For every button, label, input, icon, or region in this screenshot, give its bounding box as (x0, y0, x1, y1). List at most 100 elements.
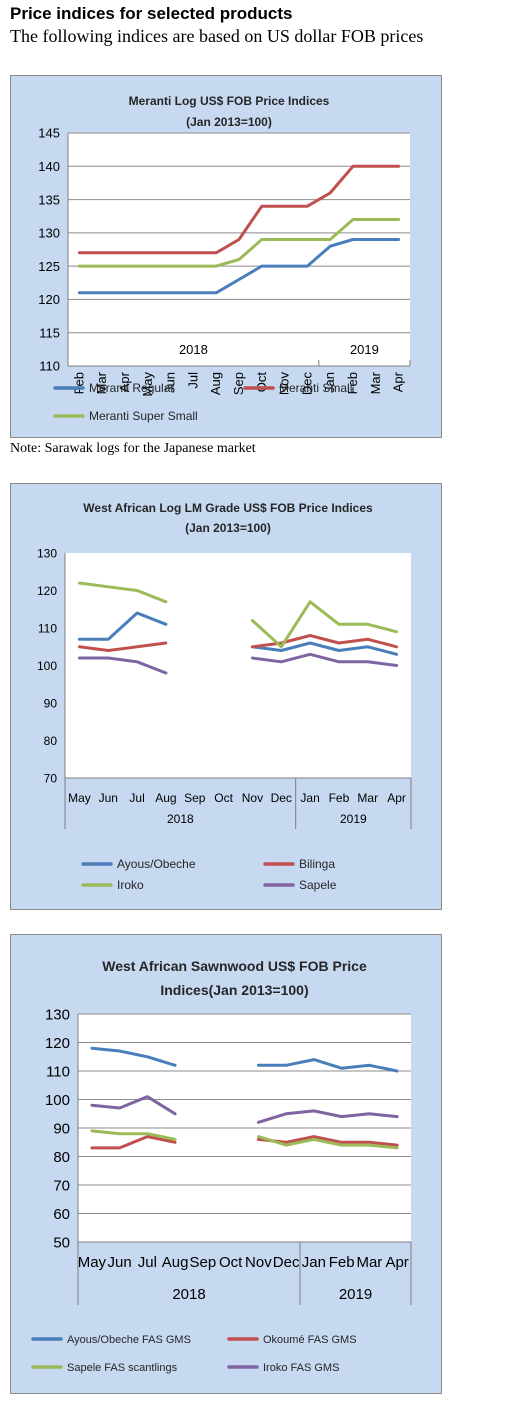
legend-label: Meranti Regular (89, 381, 174, 395)
year-group-label: 2018 (172, 1286, 205, 1303)
x-tick-label: Oct (219, 1254, 243, 1271)
x-tick-label: Dec (271, 791, 292, 805)
y-tick-label: 110 (39, 359, 60, 374)
year-group-label: 2018 (167, 812, 194, 826)
meranti-chart-svg: Meranti Log US$ FOB Price Indices (Jan 20… (38, 94, 411, 423)
page-heading: Price indices for selected products (10, 4, 293, 23)
series-line-sapele (77, 656, 168, 675)
y-tick-label: 70 (53, 1177, 70, 1194)
x-tick-label: Feb (329, 791, 350, 805)
x-tick-label: Mar (357, 791, 378, 805)
legend-label: Sapele FAS scantlings (67, 1362, 178, 1374)
y-tick-label: 120 (45, 1035, 70, 1052)
x-tick-label: Jul (138, 1254, 157, 1271)
series-line-iroko-fas-gms (90, 1095, 177, 1116)
y-tick-label: 100 (45, 1092, 70, 1109)
y-tick-label: 110 (38, 621, 57, 635)
year-group-label: 2019 (340, 812, 367, 826)
chart-title-line: Meranti Log US$ FOB Price Indices (129, 94, 330, 108)
y-tick-label: 130 (38, 226, 60, 241)
y-tick-label: 135 (38, 192, 60, 207)
legend-label: Ayous/Obeche FAS GMS (67, 1334, 191, 1346)
x-tick-label: Dec (299, 372, 314, 396)
x-tick-label: Jan (300, 791, 319, 805)
west-african-sawnwood-chart-svg: West African Sawnwood US$ FOB Price Indic… (31, 958, 412, 1374)
x-tick-label: Aug (208, 372, 223, 395)
legend-label: Bilinga (299, 857, 335, 871)
x-tick-label: Sep (184, 791, 206, 805)
chart-title-line: (Jan 2013=100) (185, 521, 271, 535)
y-tick-label: 60 (53, 1206, 70, 1223)
series-line-iroko (250, 600, 399, 649)
x-tick-label: Mar (356, 1254, 382, 1271)
series-line-meranti-super-small (77, 218, 401, 268)
page-subheading: The following indices are based on US do… (10, 26, 424, 46)
series-line-sapele-fas-scantlings (256, 1135, 399, 1150)
west-african-sawnwood-chart-panel: West African Sawnwood US$ FOB Price Indic… (10, 934, 442, 1394)
chart-title-line: West African Log LM Grade US$ FOB Price … (83, 501, 373, 515)
chart-title-line: Indices(Jan 2013=100) (160, 982, 308, 998)
y-tick-label: 115 (39, 325, 60, 340)
x-tick-label: May (68, 791, 91, 805)
chart-note: Note: Sarawak logs for the Japanese mark… (10, 441, 256, 456)
x-tick-label: Jul (185, 372, 200, 389)
x-tick-label: Jan (302, 1254, 326, 1271)
west-african-log-chart-panel: West African Log LM Grade US$ FOB Price … (10, 483, 442, 910)
y-tick-label: 120 (38, 292, 60, 307)
x-tick-label: May (140, 372, 155, 397)
x-tick-label: May (78, 1254, 107, 1271)
x-tick-label: Nov (245, 1254, 272, 1271)
x-tick-label: Jun (99, 791, 118, 805)
series-line-meranti-regular (77, 238, 401, 295)
legend-label: Iroko FAS GMS (263, 1362, 339, 1374)
y-tick-label: 90 (44, 696, 58, 710)
year-group-label: 2018 (179, 342, 208, 357)
x-tick-label: Feb (71, 372, 86, 394)
legend-label: Iroko (117, 878, 144, 892)
x-tick-label: Feb (345, 372, 360, 394)
series-line-ayous-obeche (250, 641, 399, 656)
legend-label: Ayous/Obeche (117, 857, 196, 871)
x-tick-label: Apr (391, 371, 406, 392)
y-tick-label: 80 (53, 1149, 70, 1166)
plot-area (68, 133, 410, 366)
x-tick-label: Jun (108, 1254, 132, 1271)
y-tick-label: 130 (37, 546, 57, 560)
x-tick-label: Aug (155, 791, 176, 805)
series-line-okoum-fas-gms (90, 1135, 177, 1150)
y-tick-label: 140 (38, 159, 60, 174)
x-tick-label: Mar (368, 371, 383, 394)
x-tick-label: Sep (190, 1254, 217, 1271)
x-tick-label: Jun (163, 372, 178, 393)
x-tick-label: Apr (385, 1254, 408, 1271)
x-tick-label: Oct (214, 791, 233, 805)
y-tick-label: 120 (37, 584, 57, 598)
y-tick-label: 110 (46, 1063, 70, 1080)
y-tick-label: 80 (44, 734, 58, 748)
year-group-label: 2019 (339, 1286, 372, 1303)
series-line-sapele (250, 652, 399, 667)
west-african-log-chart-svg: West African Log LM Grade US$ FOB Price … (37, 501, 412, 892)
series-line-okoum-fas-gms (256, 1135, 399, 1147)
legend-label: Meranti Small (279, 381, 352, 395)
y-tick-label: 125 (38, 259, 60, 274)
x-tick-label: Apr (117, 371, 132, 392)
series-line-iroko-fas-gms (256, 1109, 399, 1124)
y-tick-label: 100 (37, 659, 57, 673)
y-tick-label: 50 (53, 1234, 70, 1251)
chart-title-line: West African Sawnwood US$ FOB Price (102, 958, 367, 974)
legend-label: Meranti Super Small (89, 409, 198, 423)
chart-title-line: (Jan 2013=100) (186, 115, 272, 129)
y-tick-label: 145 (38, 126, 60, 141)
x-tick-label: Mar (94, 371, 109, 394)
x-tick-label: Apr (387, 791, 406, 805)
x-tick-label: Aug (162, 1254, 189, 1271)
plot-area (65, 553, 411, 778)
series-line-ayous-obeche (77, 611, 168, 641)
series-line-iroko (77, 581, 168, 604)
x-tick-label: Jan (322, 372, 337, 393)
series-line-ayous-obeche-fas-gms (90, 1046, 177, 1067)
legend-label: Sapele (299, 878, 337, 892)
series-line-sapele-fas-scantlings (90, 1129, 177, 1141)
series-line-bilinga (77, 641, 168, 652)
